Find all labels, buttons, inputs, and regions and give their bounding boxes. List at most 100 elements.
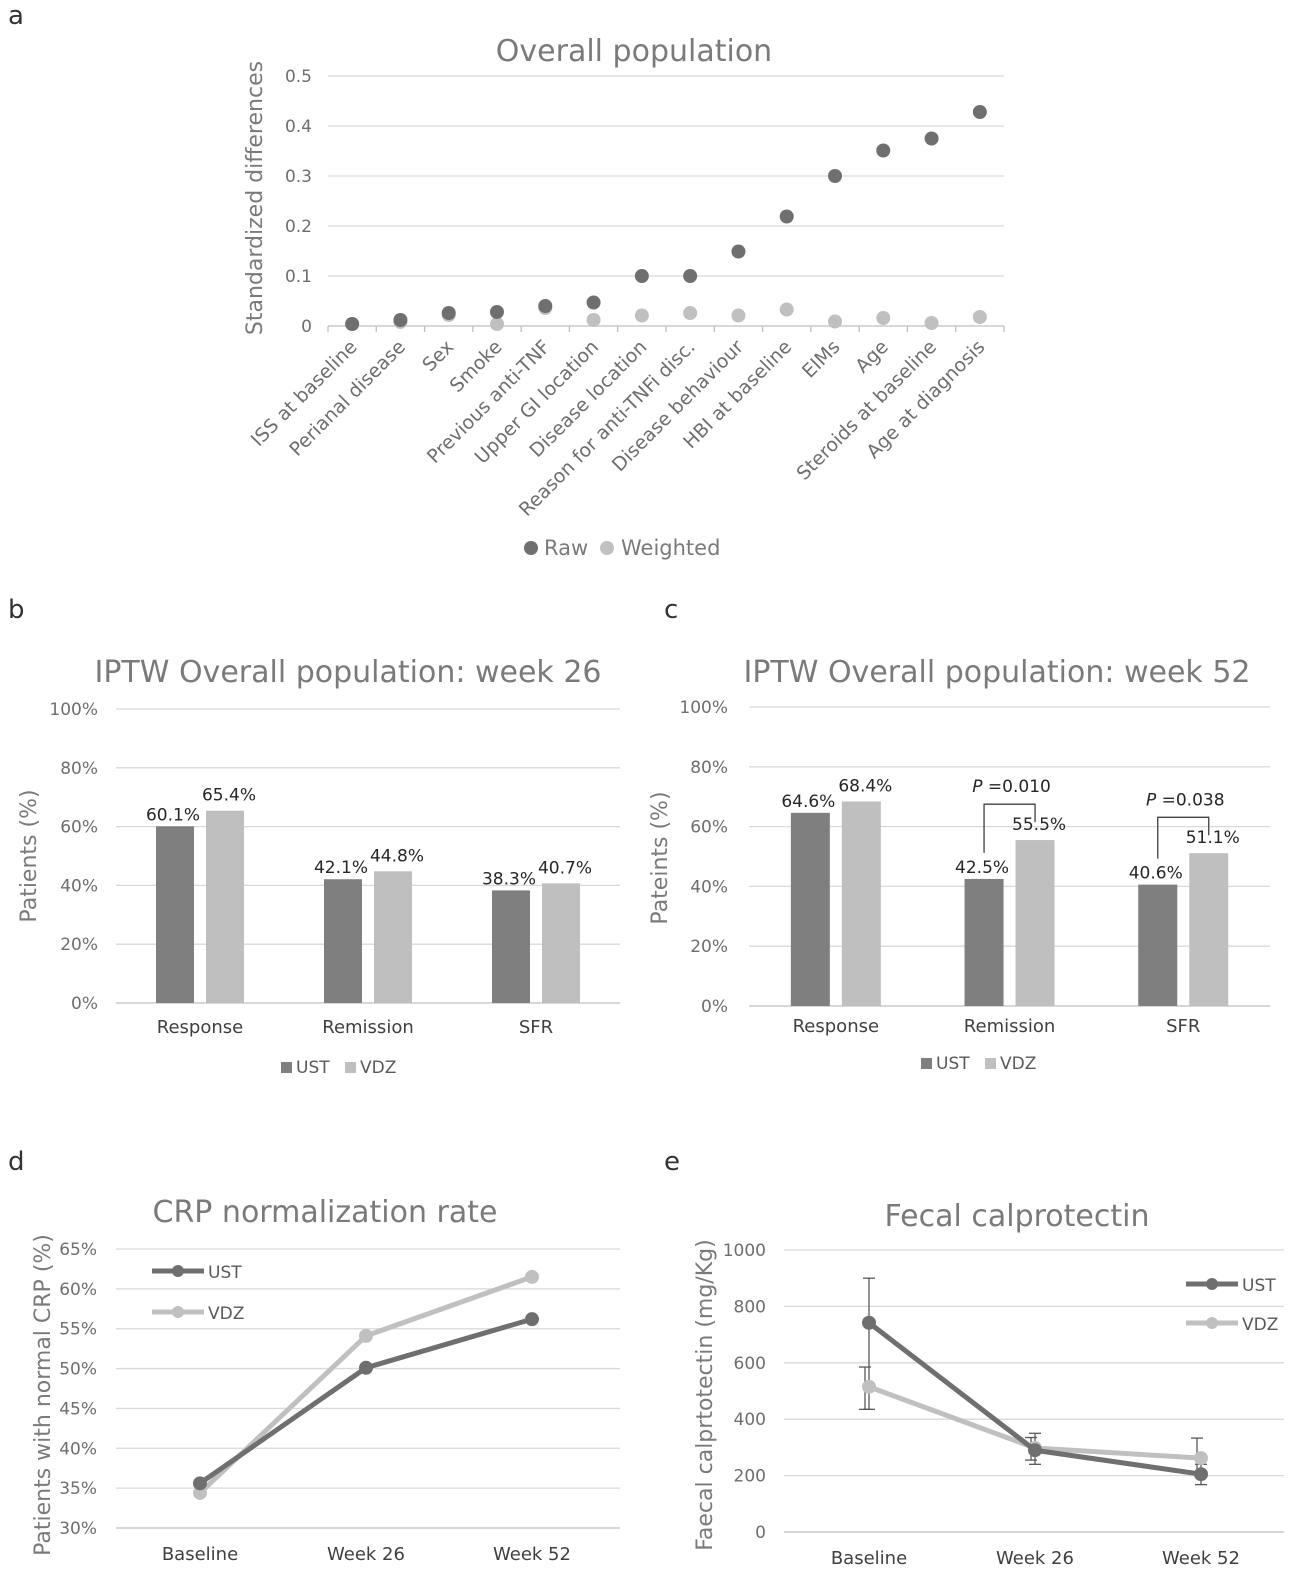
chart-c-bar-ust bbox=[1138, 884, 1178, 1006]
chart-a-x-category-label: EIMs bbox=[798, 336, 845, 383]
chart-b-title: IPTW Overall population: week 26 bbox=[94, 655, 601, 690]
chart-a-point-weighted bbox=[972, 310, 987, 324]
chart-c-legend-label-ust: UST bbox=[936, 1054, 970, 1074]
chart-a-point-weighted bbox=[683, 306, 698, 320]
chart-b-data-label-vdz: 40.7% bbox=[538, 858, 592, 878]
chart-e-y-tick-label: 600 bbox=[734, 1354, 766, 1374]
chart-d-point-ust bbox=[525, 1312, 539, 1327]
chart-e-x-category-label: Baseline bbox=[831, 1548, 907, 1569]
chart-c-bar-ust bbox=[790, 812, 830, 1006]
chart-e-fecal-calprotectin: Fecal calprotectin 0 200 400 600 800 1000Faeca… bbox=[693, 1199, 1284, 1569]
chart-e-x-category-label: Week 26 bbox=[996, 1548, 1074, 1569]
chart-a-point-weighted bbox=[924, 316, 939, 330]
p-value: =0.038 bbox=[1156, 790, 1224, 810]
panel-letter-c: c bbox=[664, 595, 678, 625]
chart-b-y-tick-label: 20% bbox=[60, 935, 98, 955]
chart-c-data-label-ust: 42.5% bbox=[955, 858, 1009, 878]
chart-b-y-tick-label: 60% bbox=[60, 818, 98, 838]
chart-d-y-tick-label: 60% bbox=[59, 1280, 97, 1300]
chart-a-x-category-label: Sex bbox=[418, 336, 458, 376]
chart-e-point-ust bbox=[1028, 1443, 1042, 1458]
chart-c-x-category-label: Response bbox=[793, 1016, 879, 1037]
chart-e-point-vdz bbox=[1194, 1451, 1208, 1466]
chart-b-data-label-ust: 60.1% bbox=[146, 805, 200, 825]
chart-e-legend-label-ust: UST bbox=[1242, 1276, 1276, 1296]
chart-b-data-label-vdz: 65.4% bbox=[202, 786, 256, 806]
chart-e-y-tick-label: 200 bbox=[734, 1467, 766, 1487]
chart-d-x-category-label: Week 52 bbox=[493, 1544, 571, 1565]
chart-b-legend-swatch-vdz bbox=[345, 1062, 356, 1073]
chart-a-point-weighted bbox=[828, 314, 842, 329]
chart-c-bar-vdz bbox=[841, 801, 881, 1006]
chart-a-point-raw bbox=[441, 306, 456, 320]
chart-a-point-raw bbox=[972, 105, 987, 119]
chart-a-y-tick-label: 0.1 bbox=[285, 267, 312, 287]
p-symbol: P bbox=[1146, 790, 1157, 810]
chart-a-point-raw bbox=[828, 169, 842, 183]
chart-d-y-tick-label: 45% bbox=[59, 1399, 97, 1419]
chart-c-data-label-vdz: 68.4% bbox=[838, 776, 892, 796]
chart-c-title: IPTW Overall population: week 52 bbox=[743, 655, 1250, 690]
chart-e-y-tick-label: 800 bbox=[734, 1297, 766, 1317]
chart-d-crp-normalization: CRP normalization rate 30% 35% 40% 45% 50% 55%… bbox=[31, 1195, 620, 1565]
chart-d-line-vdz bbox=[198, 1274, 533, 1495]
chart-d-y-tick-label: 30% bbox=[59, 1519, 97, 1539]
chart-b-x-category-label: SFR bbox=[519, 1017, 553, 1038]
chart-b-bar-ust bbox=[156, 826, 194, 1003]
chart-a-standardized-differences: Overall population 0 0.1 0.2 0.3 0.4 0.5 Standa… bbox=[243, 34, 1005, 560]
chart-e-y-tick-label: 400 bbox=[734, 1410, 766, 1430]
chart-b-bar-vdz bbox=[542, 883, 580, 1003]
chart-e-y-axis-label: Faecal calprtotectin (mg/Kg) bbox=[693, 1239, 718, 1550]
chart-a-legend-swatch-weighted bbox=[600, 541, 614, 555]
chart-d-legend-marker-vdz bbox=[172, 1306, 184, 1318]
chart-c-legend-swatch-vdz bbox=[985, 1058, 996, 1069]
chart-a-point-raw bbox=[586, 295, 601, 310]
chart-b-bar-vdz bbox=[206, 810, 244, 1003]
chart-d-point-ust bbox=[193, 1476, 207, 1491]
panel-letter-b: b bbox=[8, 595, 25, 625]
chart-c-week52-bars: IPTW Overall population: week 52 0% 20% 40%… bbox=[648, 655, 1270, 1074]
chart-a-point-raw bbox=[779, 209, 794, 224]
chart-a-y-axis-label: Standardized differences bbox=[243, 61, 268, 335]
chart-b-bar-ust bbox=[324, 879, 362, 1003]
chart-c-p-value-label: P =0.038 bbox=[1146, 790, 1225, 810]
chart-d-y-axis-label: Patients with normal CRP (%) bbox=[31, 1234, 56, 1556]
chart-c-legend-swatch-ust bbox=[921, 1058, 932, 1069]
chart-b-y-tick-label: 40% bbox=[60, 876, 98, 896]
chart-d-point-vdz bbox=[525, 1269, 539, 1284]
chart-d-y-tick-label: 50% bbox=[59, 1360, 97, 1380]
chart-c-bar-ust bbox=[964, 878, 1004, 1006]
chart-b-data-label-vdz: 44.8% bbox=[370, 846, 424, 866]
chart-b-bar-ust bbox=[492, 890, 530, 1003]
chart-a-point-raw bbox=[490, 305, 504, 319]
chart-b-y-tick-label: 0% bbox=[71, 994, 98, 1014]
chart-a-title: Overall population bbox=[496, 34, 772, 69]
chart-a-point-weighted bbox=[634, 308, 649, 323]
chart-c-y-tick-label: 80% bbox=[690, 758, 728, 778]
chart-c-significance-bracket bbox=[1157, 816, 1210, 859]
chart-a-point-raw bbox=[345, 317, 360, 331]
chart-c-bar-vdz bbox=[1189, 853, 1229, 1006]
chart-d-y-tick-label: 40% bbox=[59, 1439, 97, 1459]
chart-b-data-label-ust: 42.1% bbox=[314, 858, 368, 878]
panel-letter-e: e bbox=[664, 1147, 680, 1177]
chart-e-point-ust bbox=[862, 1315, 876, 1330]
chart-a-point-weighted bbox=[731, 308, 746, 323]
chart-b-x-category-label: Response bbox=[157, 1017, 243, 1038]
chart-c-data-label-ust: 40.6% bbox=[1129, 864, 1183, 884]
panel-letter-a: a bbox=[8, 1, 24, 31]
chart-d-title: CRP normalization rate bbox=[153, 1195, 498, 1230]
chart-e-y-tick-label: 0 bbox=[755, 1523, 766, 1543]
chart-d-legend-marker-ust bbox=[172, 1265, 184, 1277]
chart-a-y-tick-label: 0.3 bbox=[285, 167, 312, 187]
chart-a-y-tick-label: 0.2 bbox=[285, 217, 312, 237]
chart-b-x-category-label: Remission bbox=[322, 1017, 414, 1038]
panel-letter-d: d bbox=[8, 1147, 25, 1177]
chart-e-point-vdz bbox=[862, 1379, 876, 1394]
chart-a-point-raw bbox=[683, 269, 698, 283]
chart-a-point-raw bbox=[634, 269, 649, 283]
chart-e-x-category-label: Week 52 bbox=[1162, 1548, 1240, 1569]
chart-a-legend-label-raw: Raw bbox=[544, 536, 588, 560]
chart-a-point-weighted bbox=[586, 313, 601, 327]
chart-c-data-label-vdz: 55.5% bbox=[1012, 815, 1066, 835]
